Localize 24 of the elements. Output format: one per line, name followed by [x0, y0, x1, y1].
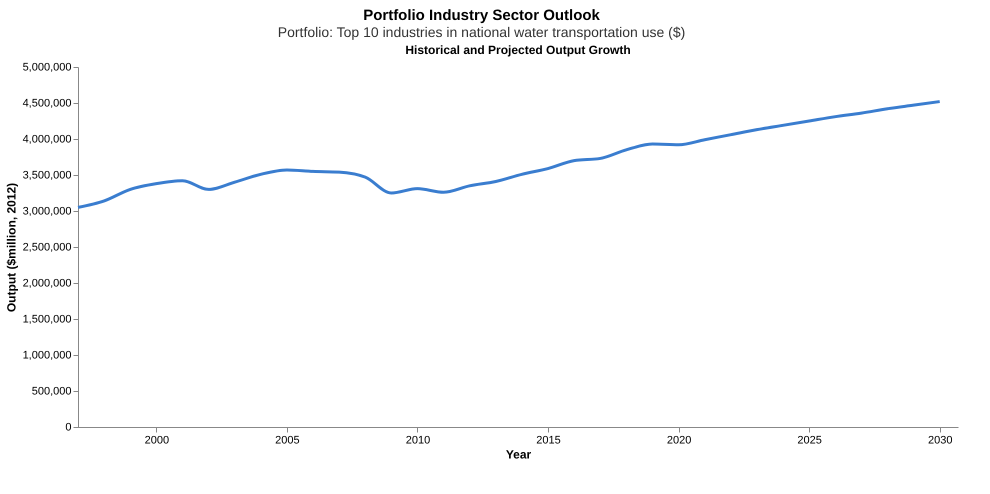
y-tick-label: 1,000,000 [22, 350, 72, 362]
x-tick-label: 2015 [536, 434, 561, 446]
y-tick-label: 3,500,000 [22, 170, 72, 182]
y-tick-label: 4,000,000 [22, 134, 72, 146]
chart-title: Portfolio Industry Sector Outlook [363, 7, 601, 24]
y-tick-label: 1,500,000 [22, 314, 72, 326]
x-tick-label: 2005 [275, 434, 300, 446]
y-tick-label: 4,500,000 [22, 98, 72, 110]
text: Historical and Projected Output Growth [405, 43, 631, 57]
x-tick-label: 2020 [666, 434, 692, 446]
y-tick-label: 0 [65, 422, 72, 434]
y-axis-title: Output ($million, 2012) [4, 182, 19, 312]
line-series [76, 100, 942, 209]
chart-subtitle: Portfolio: Top 10 industries in national water transportation use ($) [278, 24, 686, 40]
y-tick-label: 3,000,000 [22, 206, 72, 218]
y-tick-label: 5,000,000 [22, 62, 72, 74]
y-tick-label: 2,000,000 [22, 278, 72, 290]
x-axis-title: Year [506, 448, 532, 462]
x-tick-label: 2000 [144, 434, 170, 446]
x-tick-label: 2030 [928, 434, 952, 446]
x-tick-label: 2010 [406, 434, 430, 446]
x-tick-label: 2025 [797, 434, 822, 446]
y-tick-label: 2,500,000 [22, 242, 72, 254]
y-tick-label: 500,000 [32, 386, 72, 398]
